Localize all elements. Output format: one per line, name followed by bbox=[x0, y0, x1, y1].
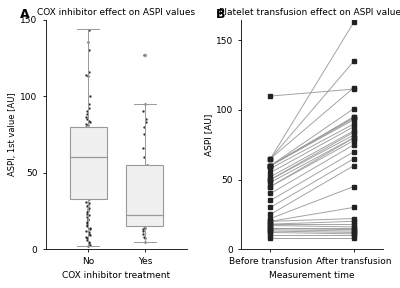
Bar bbox=[70, 127, 106, 199]
Text: B: B bbox=[216, 8, 225, 21]
Title: COX inhibitor effect on ASPI values: COX inhibitor effect on ASPI values bbox=[38, 8, 196, 17]
Title: Platelet transfusion effect on ASPI values: Platelet transfusion effect on ASPI valu… bbox=[219, 8, 400, 17]
Y-axis label: ASPI [AU]: ASPI [AU] bbox=[204, 113, 213, 156]
X-axis label: Measurement time: Measurement time bbox=[269, 271, 355, 280]
Text: A: A bbox=[20, 8, 30, 21]
Bar bbox=[126, 165, 163, 226]
Y-axis label: ASPI, 1st value [AU]: ASPI, 1st value [AU] bbox=[8, 92, 17, 176]
X-axis label: COX inhibitor treatment: COX inhibitor treatment bbox=[62, 271, 170, 280]
